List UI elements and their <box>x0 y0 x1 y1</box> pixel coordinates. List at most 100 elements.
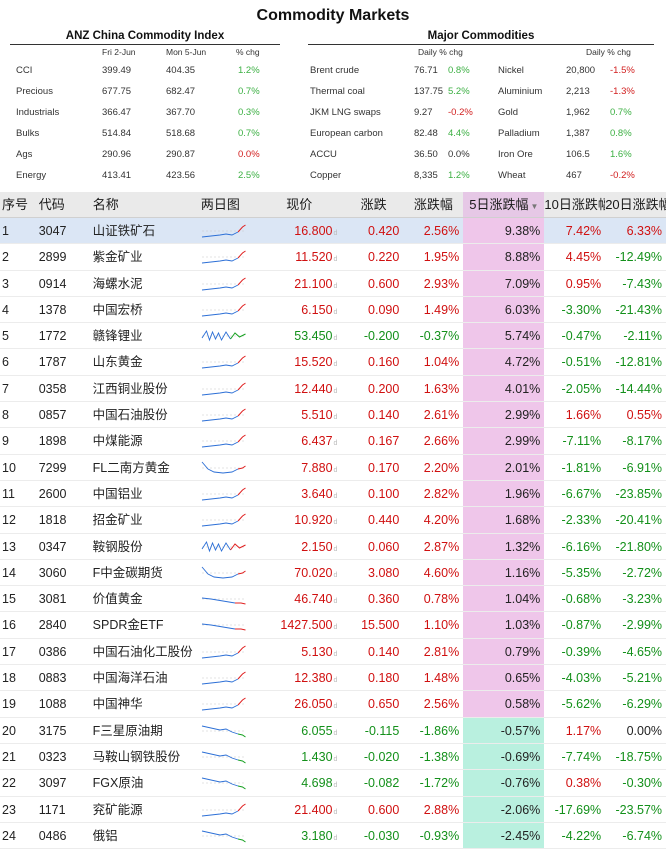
two-day-chart[interactable] <box>201 376 255 401</box>
stock-name[interactable]: 海螺水泥 <box>92 276 143 291</box>
table-row[interactable]: 5 1772 赣锋锂业 53.450d -0.200 -0.37% 5.74% -0.47% -… <box>0 323 666 350</box>
stock-code[interactable]: 0914 <box>38 276 67 291</box>
two-day-chart[interactable] <box>201 560 255 585</box>
table-row[interactable]: 17 0386 中国石油化工股份 5.130d 0.140 2.81% 0.79% -0.39… <box>0 638 666 666</box>
two-day-chart[interactable] <box>201 586 255 611</box>
header-20d-change[interactable]: 20日涨跌幅 <box>605 197 666 212</box>
stock-code[interactable]: 3060 <box>38 565 67 580</box>
two-day-chart[interactable] <box>201 691 255 716</box>
stock-name[interactable]: 中国宏桥 <box>92 302 143 317</box>
stock-name[interactable]: F三星原油期 <box>92 723 163 738</box>
stock-name[interactable]: 中国石油股份 <box>92 408 168 423</box>
two-day-chart[interactable] <box>201 402 255 427</box>
stock-name[interactable]: FGX原油 <box>92 776 144 791</box>
stock-name[interactable]: 马鞍山钢铁股份 <box>92 749 181 764</box>
two-day-chart[interactable] <box>201 481 255 506</box>
stock-name[interactable]: FL二南方黄金 <box>92 460 170 475</box>
stock-code[interactable]: 2899 <box>38 250 67 265</box>
stock-code[interactable]: 3081 <box>38 592 67 607</box>
table-row[interactable]: 22 3097 FGX原油 4.698d -0.082 -1.72% -0.76% 0.38%… <box>0 770 666 797</box>
stock-code[interactable]: 7299 <box>38 460 67 475</box>
stock-code[interactable]: 3047 <box>38 224 67 238</box>
table-row[interactable]: 23 1171 兖矿能源 21.400d 0.600 2.88% -2.06% -17.69%… <box>0 796 666 823</box>
stock-name[interactable]: 招金矿业 <box>92 513 143 528</box>
header-change-pct[interactable]: 涨跌幅 <box>413 197 453 212</box>
stock-code[interactable]: 0323 <box>38 749 67 764</box>
table-row[interactable]: 14 3060 F中金碳期货 70.020d 3.080 4.60% 1.16% -5.35%… <box>0 559 666 587</box>
stock-code[interactable]: 2600 <box>38 486 67 501</box>
table-row[interactable]: 2 2899 紫金矿业 11.520d 0.220 1.95% 8.88% 4.45% -12.… <box>0 244 666 271</box>
stock-name[interactable]: 山东黄金 <box>92 355 143 370</box>
table-row[interactable]: 3 0914 海螺水泥 21.100d 0.600 2.93% 7.09% 0.95% -7.4… <box>0 270 666 297</box>
stock-name[interactable]: 兖矿能源 <box>92 802 143 817</box>
stock-code[interactable]: 1772 <box>38 329 67 344</box>
stock-name[interactable]: 价值黄金 <box>92 592 143 607</box>
two-day-chart[interactable] <box>201 455 255 480</box>
table-row[interactable]: 13 0347 鞍钢股份 2.150d 0.060 2.87% 1.32% -6.16% -21… <box>0 533 666 560</box>
stock-code[interactable]: 1898 <box>38 434 67 449</box>
table-row[interactable]: 12 1818 招金矿业 10.920d 0.440 4.20% 1.68% -2.33% -2… <box>0 507 666 534</box>
table-row[interactable]: 4 1378 中国宏桥 6.150d 0.090 1.49% 6.03% -3.30% -21.… <box>0 296 666 324</box>
stock-name[interactable]: SPDR金ETF <box>92 618 164 633</box>
header-two-day-chart[interactable]: 两日图 <box>200 197 240 212</box>
header-no[interactable]: 序号 <box>2 197 29 212</box>
stock-code[interactable]: 3097 <box>38 776 67 791</box>
table-row[interactable]: 24 0486 俄铝 3.180d -0.030 -0.93% -2.45% -4.22% -6… <box>0 822 666 849</box>
two-day-chart[interactable] <box>201 271 255 296</box>
stock-code[interactable]: 0347 <box>38 539 67 554</box>
table-row[interactable]: 18 0883 中国海洋石油 12.380d 0.180 1.48% 0.65% -4.03%… <box>0 665 666 692</box>
two-day-chart[interactable] <box>201 744 255 769</box>
stock-name[interactable]: 中国海洋石油 <box>92 671 168 686</box>
stock-name[interactable]: 紫金矿业 <box>92 250 143 265</box>
stock-code[interactable]: 0486 <box>38 828 67 843</box>
header-10d-change[interactable]: 10日涨跌幅 <box>544 197 606 212</box>
stock-code[interactable]: 2840 <box>38 618 67 633</box>
table-row[interactable]: 9 1898 中煤能源 6.437d 0.167 2.66% 2.99% -7.11% -8.1… <box>0 428 666 455</box>
header-code[interactable]: 代码 <box>38 197 65 212</box>
header-name[interactable]: 名称 <box>92 197 119 212</box>
two-day-chart[interactable] <box>201 534 255 559</box>
table-row[interactable]: 15 3081 价值黄金 46.740d 0.360 0.78% 1.04% -0.68% -3… <box>0 586 666 613</box>
table-row[interactable]: 19 1088 中国神华 26.050d 0.650 2.56% 0.58% -5.62% -6… <box>0 691 666 718</box>
two-day-chart[interactable] <box>201 770 255 795</box>
stock-name[interactable]: 中国铝业 <box>92 486 143 501</box>
stock-name[interactable]: 江西铜业股份 <box>92 381 168 396</box>
table-row[interactable]: 6 1787 山东黄金 15.520d 0.160 1.04% 4.72% -0.51% -12… <box>0 349 666 376</box>
header-price[interactable]: 现价 <box>286 197 313 212</box>
table-row[interactable]: 21 0323 马鞍山钢铁股份 1.430d -0.020 -1.38% -0.69% -7.… <box>0 743 666 771</box>
two-day-chart[interactable] <box>201 428 255 453</box>
two-day-chart[interactable] <box>201 507 255 532</box>
stock-name[interactable]: 赣锋锂业 <box>92 329 143 344</box>
stock-code[interactable]: 0386 <box>38 644 67 659</box>
stock-code[interactable]: 0358 <box>38 381 67 396</box>
stock-code[interactable]: 1818 <box>38 513 67 528</box>
table-row[interactable]: 7 0358 江西铜业股份 12.440d 0.200 1.63% 4.01% -2.05% -… <box>0 375 666 403</box>
table-row[interactable]: 16 2840 SPDR金ETF 1427.500d 15.500 1.10% 1.03% -… <box>0 612 666 639</box>
two-day-chart[interactable] <box>201 323 255 348</box>
two-day-chart[interactable] <box>201 297 255 322</box>
table-row[interactable]: 10 7299 FL二南方黄金 7.880d 0.170 2.20% 2.01% -1.81%… <box>0 454 666 481</box>
stock-code[interactable]: 1787 <box>38 355 67 370</box>
stock-name[interactable]: F中金碳期货 <box>92 565 163 580</box>
two-day-chart[interactable] <box>201 244 255 269</box>
header-change[interactable]: 涨跌 <box>360 197 387 212</box>
table-row[interactable]: 11 2600 中国铝业 3.640d 0.100 2.82% 1.96% -6.67% -23… <box>0 480 666 508</box>
two-day-chart[interactable] <box>201 349 255 374</box>
two-day-chart[interactable] <box>201 639 255 664</box>
stock-name[interactable]: 山证铁矿石 <box>92 224 156 238</box>
stock-name[interactable]: 中煤能源 <box>92 434 143 449</box>
stock-code[interactable]: 0857 <box>38 408 67 423</box>
two-day-chart[interactable] <box>201 218 255 243</box>
stock-name[interactable]: 俄铝 <box>92 828 118 843</box>
stock-code[interactable]: 3175 <box>38 723 67 738</box>
two-day-chart[interactable] <box>201 797 255 822</box>
two-day-chart[interactable] <box>201 823 255 848</box>
stock-code[interactable]: 0883 <box>38 671 67 686</box>
two-day-chart[interactable] <box>201 665 255 690</box>
two-day-chart[interactable] <box>201 612 255 637</box>
table-row[interactable]: 8 0857 中国石油股份 5.510d 0.140 2.61% 2.99% 1.66% 0.5… <box>0 402 666 429</box>
header-5d-change[interactable]: 5日涨跌幅 ▼ <box>463 192 545 217</box>
table-row[interactable]: 20 3175 F三星原油期 6.055d -0.115 -1.86% -0.57% 1.17… <box>0 717 666 744</box>
stock-code[interactable]: 1088 <box>38 697 67 712</box>
stock-name[interactable]: 中国石油化工股份 <box>92 644 193 659</box>
